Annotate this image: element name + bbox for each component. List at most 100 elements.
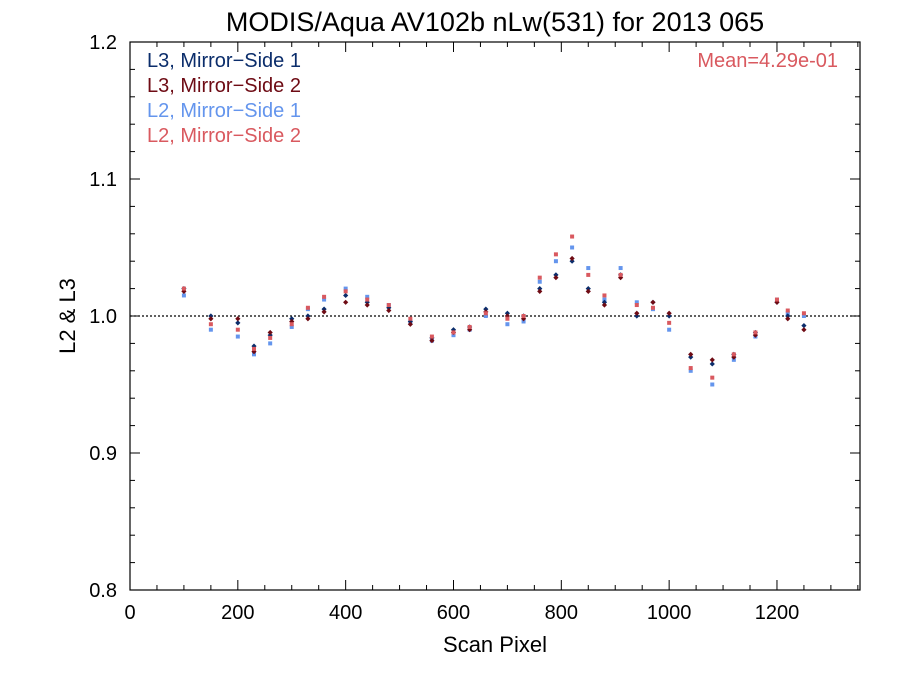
data-point-series-4 xyxy=(774,297,779,302)
mean-annotation: Mean=4.29e-01 xyxy=(697,50,838,72)
data-point-series-3 xyxy=(483,314,488,318)
x-tick-label: 1000 xyxy=(647,602,692,624)
data-point-series-3 xyxy=(181,293,186,298)
data-point-series-3 xyxy=(731,357,736,362)
y-tick-label: 0.8 xyxy=(89,580,117,602)
data-point-series-4 xyxy=(753,330,758,335)
data-point-series-1 xyxy=(483,306,489,312)
data-point-series-4 xyxy=(408,316,413,321)
x-tick-label: 1200 xyxy=(755,602,800,624)
data-point-series-1 xyxy=(601,299,608,305)
data-point-series-4 xyxy=(586,272,591,277)
data-point-series-3 xyxy=(634,300,639,305)
data-point-series-2 xyxy=(585,288,591,294)
data-point-series-4 xyxy=(483,311,488,316)
data-point-series-4 xyxy=(688,366,693,371)
data-point-series-3 xyxy=(570,245,575,250)
data-point-series-3 xyxy=(343,286,348,291)
data-point-series-3 xyxy=(521,319,526,324)
data-point-series-1 xyxy=(386,305,392,311)
legend-entry-l2-ms1: L2, Mirror−Side 1 xyxy=(147,100,301,122)
data-point-series-2 xyxy=(709,357,715,363)
axis-ticks xyxy=(129,41,860,591)
x-tick-label: 400 xyxy=(329,602,362,624)
data-point-series-4 xyxy=(505,316,510,321)
data-point-series-4 xyxy=(252,346,257,351)
data-point-series-3 xyxy=(289,324,294,329)
data-point-series-3 xyxy=(537,279,542,284)
data-point-series-4 xyxy=(289,322,294,327)
data-point-series-2 xyxy=(235,316,241,322)
data-point-series-4 xyxy=(785,308,790,313)
data-point-series-4 xyxy=(618,272,623,277)
data-point-series-2 xyxy=(634,310,640,316)
y-tick-labels: 0.8 0.9 1.0 1.1 1.2 xyxy=(89,32,117,602)
data-point-series-1 xyxy=(343,292,349,299)
data-point-series-4 xyxy=(650,305,655,310)
data-point-series-2 xyxy=(208,316,214,322)
data-point-series-1 xyxy=(321,306,327,312)
data-point-series-2 xyxy=(364,302,370,308)
data-point-series-3 xyxy=(322,297,327,302)
data-point-series-2 xyxy=(801,327,807,333)
y-tick-label: 0.9 xyxy=(89,443,117,465)
data-point-series-2 xyxy=(650,299,656,305)
legend-entry-l3-ms2: L3, Mirror−Side 2 xyxy=(147,75,301,97)
data-point-series-4 xyxy=(451,330,456,335)
x-tick-label: 600 xyxy=(437,602,470,624)
data-point-series-1 xyxy=(709,361,715,367)
data-point-series-3 xyxy=(785,311,790,316)
data-point-series-3 xyxy=(801,314,806,318)
data-point-series-3 xyxy=(208,327,213,332)
data-point-series-3 xyxy=(235,334,240,339)
data-point-series-2 xyxy=(553,275,559,281)
data-point-series-1 xyxy=(569,258,575,264)
data-point-series-4 xyxy=(521,314,526,318)
data-point-series-2 xyxy=(386,307,392,314)
data-point-series-2 xyxy=(666,310,672,316)
data-point-series-4 xyxy=(710,375,715,380)
y-tick-label: 1.1 xyxy=(89,169,117,191)
x-tick-label: 0 xyxy=(124,602,135,624)
data-point-series-4 xyxy=(553,252,558,257)
data-point-series-4 xyxy=(386,303,391,308)
data-point-series-1 xyxy=(634,313,640,319)
data-point-series-4 xyxy=(343,289,348,294)
data-point-series-3 xyxy=(586,266,591,271)
data-point-series-2 xyxy=(688,351,694,357)
data-point-series-4 xyxy=(305,305,310,310)
data-point-series-4 xyxy=(801,311,806,316)
data-point-series-2 xyxy=(785,316,791,322)
data-point-series-4 xyxy=(667,320,672,325)
data-point-series-3 xyxy=(505,322,510,327)
data-point-series-1 xyxy=(688,354,694,360)
data-point-series-2 xyxy=(321,309,327,315)
data-point-series-2 xyxy=(407,321,413,327)
y-tick-label: 1.0 xyxy=(89,306,117,328)
data-point-series-4 xyxy=(181,286,186,291)
data-points xyxy=(181,234,807,387)
data-point-series-3 xyxy=(602,297,607,302)
data-point-series-1 xyxy=(585,286,591,292)
data-point-series-4 xyxy=(429,334,434,339)
x-tick-labels: 0 200 400 600 800 1000 1200 xyxy=(124,602,799,624)
x-axis-label: Scan Pixel xyxy=(443,632,547,657)
x-tick-label: 800 xyxy=(545,602,578,624)
data-point-series-2 xyxy=(429,338,435,344)
data-point-series-2 xyxy=(305,316,311,322)
x-tick-label: 200 xyxy=(221,602,254,624)
y-axis-label: L2 & L3 xyxy=(55,278,80,354)
data-point-series-1 xyxy=(407,318,413,325)
data-point-series-4 xyxy=(208,322,213,327)
data-point-series-2 xyxy=(731,354,737,360)
data-point-series-3 xyxy=(618,266,623,271)
data-point-series-3 xyxy=(710,382,715,387)
data-point-series-3 xyxy=(252,352,257,357)
data-point-series-2 xyxy=(537,288,543,294)
data-point-series-4 xyxy=(634,303,639,308)
data-point-series-4 xyxy=(365,297,370,302)
data-point-series-1 xyxy=(553,272,559,278)
data-point-series-4 xyxy=(602,293,607,298)
data-point-series-3 xyxy=(268,341,273,346)
chart-title: MODIS/Aqua AV102b nLw(531) for 2013 065 xyxy=(226,7,764,37)
